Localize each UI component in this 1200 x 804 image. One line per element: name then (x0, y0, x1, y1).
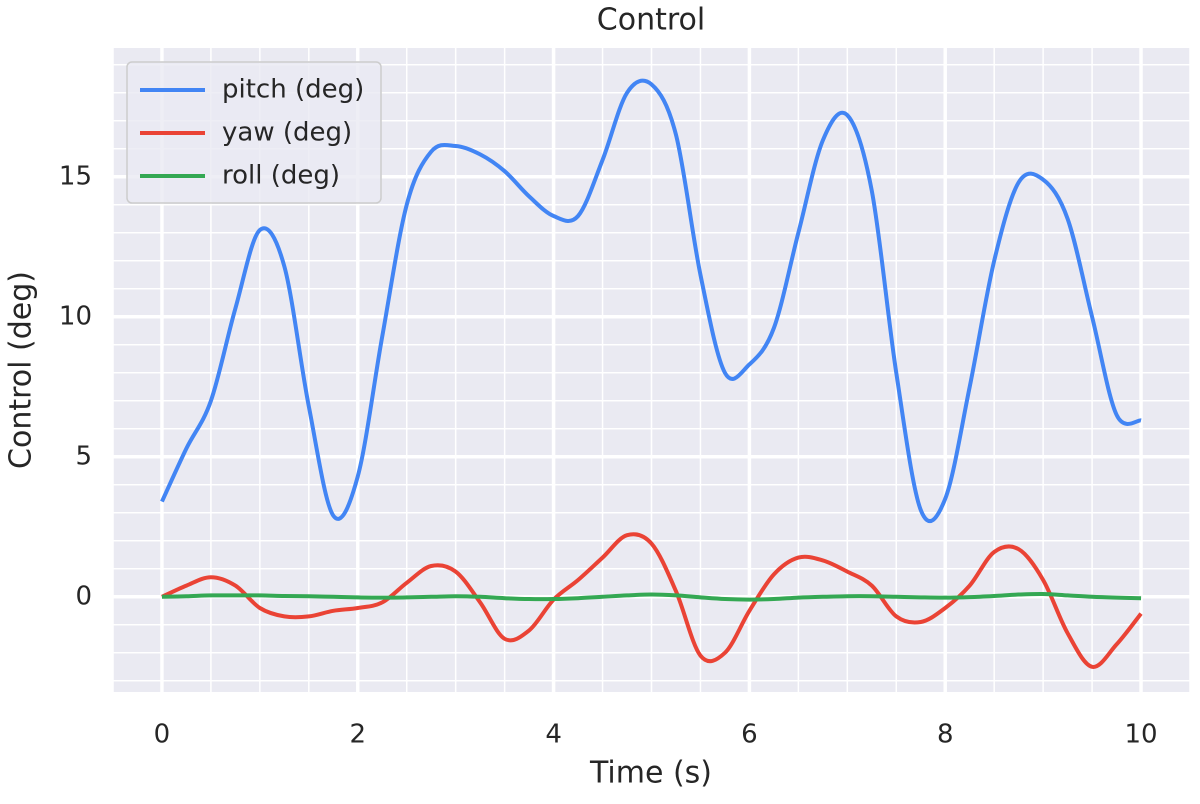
x-axis-label: Time (s) (589, 756, 712, 791)
legend-label: yaw (deg) (222, 118, 352, 148)
legend-label: roll (deg) (222, 161, 340, 191)
chart-title: Control (597, 3, 705, 38)
x-tick-label: 6 (741, 720, 758, 750)
y-tick-label: 0 (75, 581, 92, 611)
y-tick-label: 5 (75, 441, 92, 471)
legend-label: pitch (deg) (222, 75, 364, 105)
y-tick-label: 10 (59, 301, 92, 331)
data-line (160, 78, 1142, 524)
x-tick-label: 8 (937, 720, 954, 750)
x-tick-label: 10 (1124, 720, 1157, 750)
x-tick-label: 0 (154, 720, 171, 750)
lines (160, 78, 1143, 669)
legend-box (126, 61, 382, 204)
data-line (161, 532, 1143, 669)
data-line (161, 591, 1142, 602)
x-tick-label: 4 (545, 720, 562, 750)
y-tick-label: 15 (59, 161, 92, 191)
legend: pitch (deg) yaw (deg) roll (deg) (126, 61, 382, 204)
x-tick-label: 2 (349, 720, 366, 750)
y-axis-label: Control (deg) (4, 271, 39, 469)
